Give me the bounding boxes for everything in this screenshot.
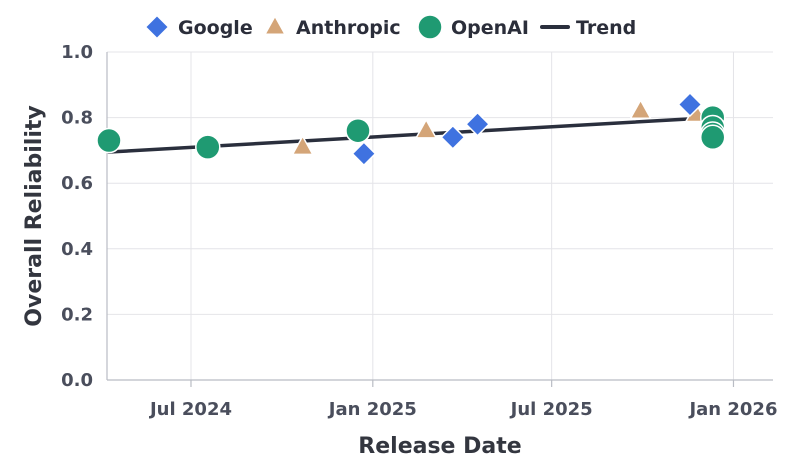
- legend-label-trend: Trend: [576, 17, 636, 39]
- data-point-openai: [195, 134, 221, 160]
- data-point-anthropic: [629, 98, 652, 119]
- data-point-anthropic: [291, 134, 314, 156]
- grid: [107, 51, 773, 380]
- data-point-openai: [345, 117, 371, 144]
- y-tick-label: 0.0: [61, 370, 93, 391]
- data-point-openai: [96, 127, 122, 154]
- axes: 0.0 0.2 0.4 0.6 0.8 1.0 Jul 2024 Jan 2025 Jul 20…: [61, 42, 777, 420]
- legend-label-openai: OpenAI: [451, 17, 529, 39]
- x-tick-label: Jan 2026: [687, 399, 777, 420]
- data-point-anthropic: [414, 118, 438, 139]
- legend-swatch-openai: [417, 14, 443, 40]
- y-tick-label: 1.0: [61, 42, 93, 63]
- x-tick-label: Jul 2025: [509, 399, 593, 420]
- data-point-google: [351, 141, 377, 167]
- legend-swatch-google: [144, 14, 170, 40]
- y-axis-title: Overall Reliability: [22, 105, 47, 326]
- legend-swatch-anthropic: [263, 14, 287, 35]
- x-tick-label: Jul 2024: [148, 399, 232, 420]
- y-tick-label: 0.8: [61, 108, 93, 129]
- legend: Google Anthropic OpenAI Trend: [144, 14, 636, 40]
- data-point-openai: [699, 124, 726, 151]
- y-tick-label: 0.4: [61, 239, 93, 260]
- points-layer: [96, 91, 726, 167]
- data-point-google: [440, 124, 466, 150]
- legend-label-google: Google: [178, 17, 253, 39]
- y-tick-label: 0.6: [61, 173, 93, 194]
- x-tick-label: Jan 2025: [327, 399, 417, 420]
- x-axis-title: Release Date: [358, 434, 521, 459]
- data-point-google: [464, 111, 491, 137]
- data-point-google: [677, 91, 703, 118]
- y-tick-label: 0.2: [61, 304, 93, 325]
- legend-label-anthropic: Anthropic: [296, 17, 401, 39]
